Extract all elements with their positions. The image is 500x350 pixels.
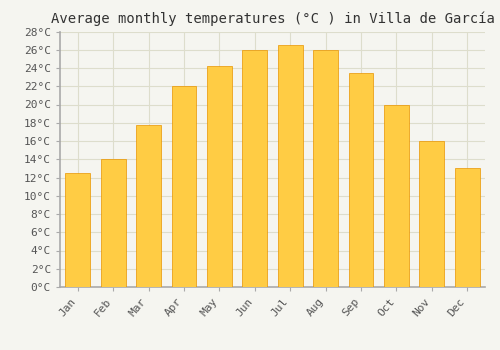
Bar [100,159,126,287]
Bar [384,105,409,287]
Title: Average monthly temperatures (°C ) in Villa de García: Average monthly temperatures (°C ) in Vi… [50,12,494,26]
Bar [278,45,302,287]
Bar [420,141,444,287]
Bar [66,173,90,287]
Bar [207,66,232,287]
Bar [455,168,479,287]
Bar [242,50,267,287]
Bar [136,125,161,287]
Bar [348,72,374,287]
Bar [172,86,196,287]
Bar [313,50,338,287]
